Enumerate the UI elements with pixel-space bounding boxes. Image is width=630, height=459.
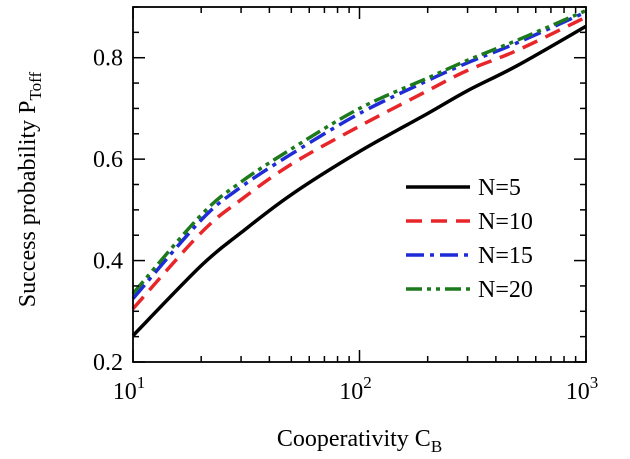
series-line-n-5: [131, 24, 587, 337]
axis-ticks: [132, 6, 587, 363]
series-curves: [131, 8, 587, 337]
series-line-n-20: [131, 8, 587, 295]
legend-label: N=15: [478, 243, 533, 269]
tick-labels: 0.2 0.4 0.6 0.8 101 102 103: [93, 46, 598, 405]
legend-label: N=20: [478, 277, 533, 303]
series-line-n-10: [131, 15, 587, 310]
y-tick-label: 0.4: [93, 249, 123, 275]
y-tick-label: 0.2: [93, 350, 123, 376]
legend-label: N=10: [478, 209, 533, 235]
legend: N=5 N=10 N=15 N=20: [406, 175, 533, 303]
y-axis-title: Success probability PToff: [15, 71, 45, 307]
x-axis-title: Cooperativity CB: [277, 426, 442, 456]
legend-label: N=5: [478, 175, 521, 201]
y-tick-label: 0.8: [93, 46, 123, 72]
x-tick-label: 102: [339, 373, 372, 405]
y-tick-label: 0.6: [93, 147, 123, 173]
x-tick-label: 101: [113, 373, 146, 405]
series-line-n-15: [131, 10, 587, 300]
x-tick-label: 103: [566, 373, 599, 405]
